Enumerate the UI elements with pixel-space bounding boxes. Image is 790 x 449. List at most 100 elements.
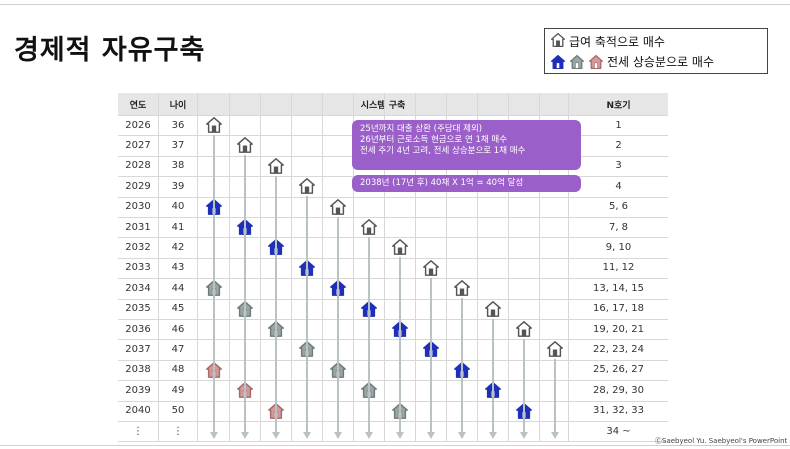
timeline-arrow [550,359,559,439]
row-divider [118,441,668,443]
year-cell: 2037 [125,343,151,355]
note-strategy: 25년까지 대출 상환 (주담대 제외) 26년부터 근로소득 현금으로 연 1… [352,120,581,170]
age-cell: 39 [171,180,185,192]
legend-salary-label: 급여 축적으로 매수 [569,35,665,49]
row-divider [118,278,668,280]
column-divider [446,93,447,442]
house-outline-icon [267,157,285,175]
count-cell: 16, 17, 18 [593,303,644,315]
note-goal: 2038년 (17년 후) 40채 X 1억 = 40억 달성 [352,175,581,192]
column-divider [158,93,159,442]
age-cell: 38 [171,160,185,172]
year-cell: 2029 [125,180,151,192]
age-cell: 40 [171,201,185,213]
age-cell: 50 [171,405,185,417]
count-cell: 22, 23, 24 [593,343,644,355]
age-cell: 43 [171,262,185,274]
count-cell: 25, 26, 27 [593,364,644,376]
house-outline-icon [515,320,533,338]
row-divider [118,400,668,402]
year-cell: 2028 [125,160,151,172]
house-pink-icon [588,54,604,70]
age-cell: 44 [171,282,185,294]
house-outline-icon [550,32,566,48]
count-cell: 2 [615,139,622,151]
count-cell: 1 [615,119,622,131]
house-outline-icon [205,116,223,134]
row-divider [118,298,668,300]
house-outline-icon [236,136,254,154]
note-line: 전세 주기 4년 고려, 전세 상승분으로 1채 매수 [360,146,526,156]
column-divider [508,93,509,442]
house-outline-icon [360,218,378,236]
age-cell: 41 [171,221,185,233]
house-blue-icon [550,54,566,70]
count-cell: 3 [615,160,622,172]
count-cell: 28, 29, 30 [593,384,644,396]
header-count: N호기 [569,93,668,115]
header-age: 나이 [159,93,197,115]
house-outline-icon [453,279,471,297]
year-cell: 2030 [125,201,151,213]
house-gray-icon [569,54,585,70]
year-cell: 2033 [125,262,151,274]
year-cell: 2034 [125,282,151,294]
age-cell: 45 [171,303,185,315]
house-outline-icon [422,259,440,277]
year-cell: 2040 [125,405,151,417]
column-divider [415,93,416,442]
count-cell: 34 ~ [606,425,631,437]
year-cell: ⋮ [133,425,143,437]
house-outline-icon [298,177,316,195]
column-divider [291,93,292,442]
age-cell: 36 [171,119,185,131]
timeline-arrow [209,135,218,439]
legend-row-salary: 급여 축적으로 매수 [550,32,665,51]
year-cell: 2026 [125,119,151,131]
header-year: 연도 [118,93,158,115]
row-divider [118,196,668,198]
house-outline-icon [546,340,564,358]
age-cell: 37 [171,139,185,151]
year-cell: 2036 [125,323,151,335]
age-cell: 49 [171,384,185,396]
year-cell: 2035 [125,303,151,315]
column-divider [197,93,198,442]
column-divider [229,93,230,442]
row-divider [118,237,668,239]
timeline-arrow [364,237,373,439]
age-cell: 48 [171,364,185,376]
timeline-arrow [426,277,435,439]
bottom-divider [0,445,790,446]
note-line: 26년부터 근로소득 현금으로 연 1채 매수 [360,135,508,145]
header-divider [118,115,668,116]
timeline-arrow [519,339,528,439]
year-cell: 2031 [125,221,151,233]
column-divider [322,93,323,442]
row-divider [118,339,668,341]
timeline-arrow [240,155,249,439]
page-title: 경제적 자유구축 [14,35,206,66]
row-divider [118,359,668,361]
year-cell: 2032 [125,241,151,253]
timeline-arrow [457,298,466,439]
column-divider [539,93,540,442]
legend-box: 급여 축적으로 매수 전세 상승분으로 매수 [544,28,768,74]
timeline-arrow [488,318,497,439]
top-divider [0,4,790,5]
age-cell: 46 [171,323,185,335]
count-cell: 13, 14, 15 [593,282,644,294]
column-divider [477,93,478,442]
timeline-arrow [333,216,342,439]
row-divider [118,319,668,320]
house-outline-icon [484,300,502,318]
year-cell: 2038 [125,364,151,376]
note-line: 25년까지 대출 상환 (주담대 제외) [360,124,483,134]
year-cell: 2027 [125,139,151,151]
column-divider [353,93,354,442]
count-cell: 19, 20, 21 [593,323,644,335]
header-system: 시스템 구축 [198,93,568,115]
house-outline-icon [329,198,347,216]
column-divider [568,93,569,442]
column-divider [384,93,385,442]
